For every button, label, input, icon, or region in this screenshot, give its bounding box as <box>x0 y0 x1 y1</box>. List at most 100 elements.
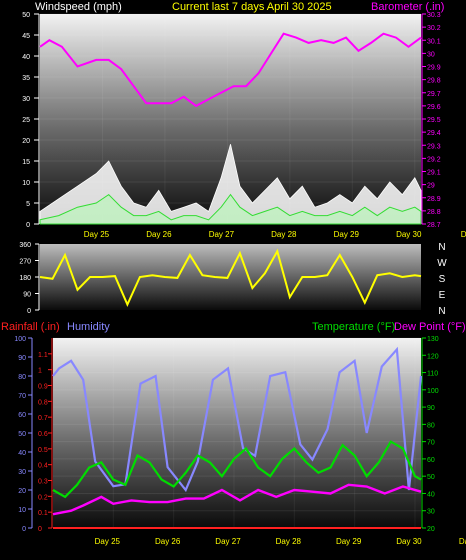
wind-tick-label: 45 <box>22 33 30 40</box>
humidity-axis-label: Humidity <box>67 321 110 333</box>
day-label: Day 27 <box>209 230 235 239</box>
rainfall-tick-label: 1.1 <box>38 352 48 359</box>
direction-tick-label: 360 <box>19 242 31 249</box>
wind-tick-label: 15 <box>22 159 30 166</box>
humidity-tick-label: 90 <box>18 355 26 362</box>
rainfall-tick-label: 0.9 <box>38 384 48 391</box>
humidity-tick-label: 60 <box>18 412 26 419</box>
wind-tick-label: 5 <box>26 201 30 208</box>
barometer-tick-label: 30.1 <box>427 38 441 45</box>
day-label: Day 29 <box>334 230 360 239</box>
humidity-tick-label: 10 <box>18 507 26 514</box>
wind-tick-label: 35 <box>22 75 30 82</box>
temperature-tick-label: 110 <box>427 371 438 378</box>
chart-title: Current last 7 days April 30 2025 <box>172 1 332 13</box>
barometer-tick-label: 29.9 <box>427 65 441 72</box>
day-label: Day 27 <box>215 537 241 546</box>
wind-tick-label: 50 <box>22 12 30 19</box>
temperature-line <box>52 440 422 499</box>
rainfall-tick-label: 0.1 <box>38 510 48 517</box>
barometer-tick-label: 29.8 <box>427 78 441 85</box>
wind-tick-label: 40 <box>22 54 30 61</box>
humidity-tick-label: 20 <box>18 488 26 495</box>
rainfall-tick-label: 0.5 <box>38 447 48 454</box>
humidity-tick-label: 100 <box>14 336 26 343</box>
rainfall-tick-label: 0.7 <box>38 415 48 422</box>
barometer-line <box>39 32 422 108</box>
temperature-axis-label: Temperature (°F) <box>312 321 395 333</box>
day-label: Day 30 <box>396 537 422 546</box>
barometer-tick-label: 30 <box>427 51 435 58</box>
temperature-tick-label: 80 <box>427 422 435 429</box>
direction-tick-label: 90 <box>23 292 31 299</box>
day-label: Day 30 <box>396 230 422 239</box>
wind-tick-label: 30 <box>22 96 30 103</box>
temperature-tick-label: 50 <box>427 474 435 481</box>
humidity-tick-label: 30 <box>18 469 26 476</box>
barometer-tick-label: 28.8 <box>427 209 441 216</box>
humidity-tick-label: 0 <box>22 526 26 533</box>
humidity-tick-label: 50 <box>18 431 26 438</box>
dew-point-line <box>52 483 422 516</box>
barometer-tick-label: 30.2 <box>427 25 441 32</box>
wind-direction-line <box>39 248 422 307</box>
rainfall-tick-label: 0.3 <box>38 479 48 486</box>
rainfall-tick-label: 0.8 <box>38 399 48 406</box>
humidity-tick-label: 40 <box>18 450 26 457</box>
temperature-tick-label: 130 <box>427 336 439 343</box>
day-label: Day 28 <box>276 537 302 546</box>
barometer-tick-label: 28.9 <box>427 196 441 203</box>
barometer-tick-label: 29.6 <box>427 104 441 111</box>
barometer-tick-label: 29 <box>427 183 435 190</box>
wind-tick-label: 20 <box>22 138 30 145</box>
temperature-tick-label: 70 <box>427 440 435 447</box>
direction-tick-label: 270 <box>19 259 31 266</box>
temperature-plot-area <box>53 338 421 528</box>
temperature-tick-label: 60 <box>427 457 435 464</box>
rainfall-tick-label: 0.2 <box>38 494 48 501</box>
humidity-line <box>52 346 423 493</box>
barometer-axis-label: Barometer (.in) <box>371 1 444 13</box>
temperature-tick-label: 100 <box>427 388 439 395</box>
rainfall-axis-label: Rainfall (.in) <box>1 321 60 333</box>
day-label: Day 1 <box>459 537 466 546</box>
day-label: Day 28 <box>271 230 297 239</box>
humidity-tick-label: 80 <box>18 374 26 381</box>
rainfall-tick-label: 0.4 <box>38 463 48 470</box>
wind-average-area <box>39 193 422 225</box>
rainfall-tick-label: 1 <box>38 368 42 375</box>
rainfall-tick-label: 0.6 <box>38 431 48 438</box>
day-label: Day 26 <box>146 230 172 239</box>
barometer-tick-label: 29.1 <box>427 170 441 177</box>
barometer-tick-label: 29.2 <box>427 156 441 163</box>
direction-letter: S <box>439 274 446 285</box>
direction-letter: N <box>438 242 445 253</box>
direction-letter: W <box>437 258 447 269</box>
direction-tick-label: 0 <box>27 308 31 315</box>
day-label: Day 29 <box>336 537 362 546</box>
barometer-tick-label: 29.3 <box>427 143 441 150</box>
day-label: Day 1 <box>461 230 466 239</box>
barometer-tick-label: 30.3 <box>427 12 441 19</box>
wind-gust-area <box>39 144 422 225</box>
barometer-tick-label: 28.7 <box>427 222 441 229</box>
day-label: Day 25 <box>95 537 121 546</box>
temperature-tick-label: 90 <box>427 405 435 412</box>
wind-tick-label: 0 <box>26 222 30 229</box>
barometer-tick-label: 29.7 <box>427 91 441 98</box>
barometer-tick-label: 29.4 <box>427 130 441 137</box>
temperature-tick-label: 120 <box>427 353 439 360</box>
temperature-tick-label: 30 <box>427 509 435 516</box>
wind-tick-label: 25 <box>22 117 30 124</box>
rainfall-tick-label: 0 <box>38 526 42 533</box>
direction-letter: N <box>438 306 445 317</box>
wind-tick-label: 10 <box>22 180 30 187</box>
direction-tick-label: 180 <box>19 275 31 282</box>
temperature-tick-label: 40 <box>427 491 435 498</box>
direction-letter: E <box>439 290 446 301</box>
temperature-tick-label: 20 <box>427 526 435 533</box>
barometer-tick-label: 29.5 <box>427 117 441 124</box>
humidity-tick-label: 70 <box>18 393 26 400</box>
